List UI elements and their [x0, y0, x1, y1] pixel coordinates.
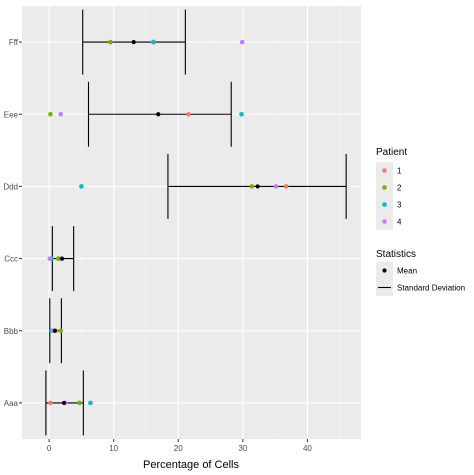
- sd-error-bars: [45, 9, 347, 436]
- point-patient-3-fff: [151, 39, 157, 45]
- patient-legend-swatch-2: [382, 185, 387, 190]
- stats-legend-label-point: Mean: [397, 267, 417, 276]
- point-patient-1-ddd: [283, 184, 289, 189]
- mean-point-bbb: [52, 328, 58, 333]
- mean-point-aaa: [61, 400, 67, 406]
- mean-point-ccc: [59, 256, 65, 261]
- patient-legend-label-3: 3: [397, 201, 402, 210]
- point-patient-2-fff: [108, 39, 113, 45]
- point-patient-2-bbb: [58, 328, 64, 334]
- point-patient-4-ddd: [273, 184, 279, 189]
- patient-legend-label-4: 4: [397, 218, 402, 227]
- patient-legend-title: Patient: [376, 147, 407, 158]
- point-patient-2-aaa: [77, 400, 82, 406]
- mean-point-eee: [156, 112, 161, 117]
- patient-legend-swatch-3: [382, 202, 387, 207]
- point-patient-3-ddd: [79, 184, 84, 189]
- point-patient-4-ccc: [47, 256, 53, 261]
- axes: 0 10 20 30 40 Aaa Bbb Ccc Ddd Eee Fff: [3, 38, 312, 453]
- x-tick-label: 20: [174, 444, 183, 453]
- point-patient-3-aaa: [88, 400, 93, 406]
- mean-point-fff: [131, 39, 136, 45]
- stats-legend-label-line: Standard Deviation: [397, 284, 465, 293]
- statistics-legend: Statistics Mean Standard Deviation: [376, 249, 465, 296]
- point-patient-1-aaa: [48, 400, 53, 406]
- y-tick-label: Ddd: [3, 182, 18, 191]
- point-patient-1-eee: [186, 111, 191, 117]
- point-patient-4-fff: [239, 39, 245, 45]
- point-patient-2-ccc: [55, 256, 61, 261]
- patient-legend: Patient 1 2 3 4: [376, 147, 407, 230]
- point-patient-2-eee: [48, 111, 53, 117]
- point-patient-4-eee: [58, 111, 64, 117]
- y-tick-label: Ccc: [4, 255, 18, 264]
- y-tick-label: Aaa: [4, 399, 19, 408]
- patient-legend-label-1: 1: [397, 167, 402, 176]
- x-tick-label: 0: [47, 444, 52, 453]
- patient-points: [47, 39, 289, 406]
- mean-point-ddd: [255, 184, 260, 189]
- patient-legend-swatch-4: [382, 219, 387, 224]
- x-tick-label: 30: [238, 444, 247, 453]
- point-patient-2-ddd: [249, 184, 255, 189]
- patient-legend-swatch-1: [382, 168, 387, 173]
- y-tick-label: Fff: [9, 38, 19, 47]
- stats-legend-swatch-mean: [382, 268, 387, 273]
- y-tick-label: Eee: [4, 110, 19, 119]
- patient-legend-label-2: 2: [397, 184, 402, 193]
- statistics-legend-title: Statistics: [376, 249, 416, 260]
- x-axis-title: Percentage of Cells: [143, 459, 239, 471]
- mean-points: [52, 39, 260, 406]
- panel-background: [22, 6, 361, 439]
- x-tick-label: 10: [109, 444, 118, 453]
- x-tick-label: 40: [303, 444, 312, 453]
- point-patient-3-eee: [239, 111, 244, 117]
- y-tick-label: Bbb: [4, 327, 19, 336]
